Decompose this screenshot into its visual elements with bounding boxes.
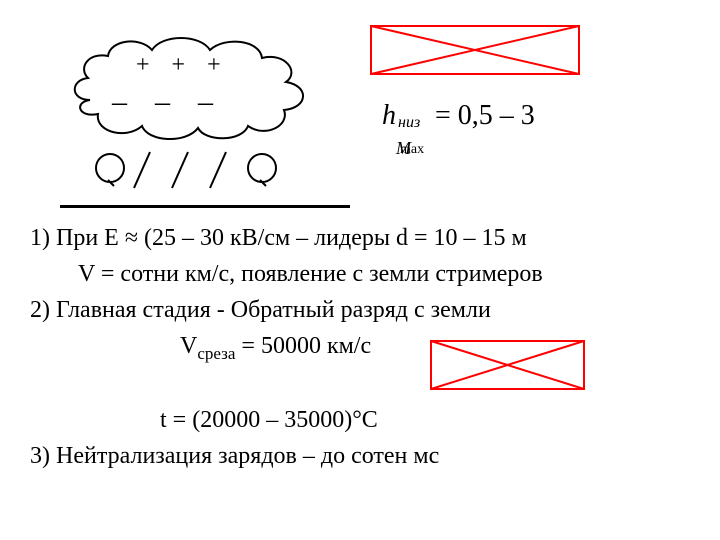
formula-sub2: max [400, 142, 424, 158]
text-line-5: t = (20000 – 35000)°С [30, 402, 690, 438]
formula-h-var: h [382, 100, 396, 131]
text-line-1: 1) При Е ≈ (25 – 30 кВ/см – лидеры d = 1… [30, 220, 690, 256]
crossed-box-2 [430, 340, 585, 390]
positive-charges: +++ [136, 52, 243, 79]
formula-sup: низ [398, 114, 420, 132]
lightning-diagram: +++ ––– [40, 10, 340, 210]
rain-icons [80, 140, 310, 200]
text-line-3: 2) Главная стадия - Обратный разряд с зе… [30, 292, 690, 328]
text-blank [30, 366, 690, 402]
crossed-box-1 [370, 25, 580, 75]
text-line-2: V = сотни км/с, появление с земли стриме… [30, 256, 690, 292]
ground-line [60, 205, 350, 208]
negative-charges: ––– [112, 85, 241, 119]
formula-eq: = 0,5 – 3 [428, 100, 535, 131]
text-line-6: 3) Нейтрализация зарядов – до сотен мс [30, 438, 690, 474]
description-text: 1) При Е ≈ (25 – 30 кВ/см – лидеры d = 1… [30, 220, 690, 474]
text-line-4: Vсреза = 50000 км/с [30, 328, 690, 366]
formula-h: h низ M max = 0,5 – 3 [382, 100, 535, 132]
